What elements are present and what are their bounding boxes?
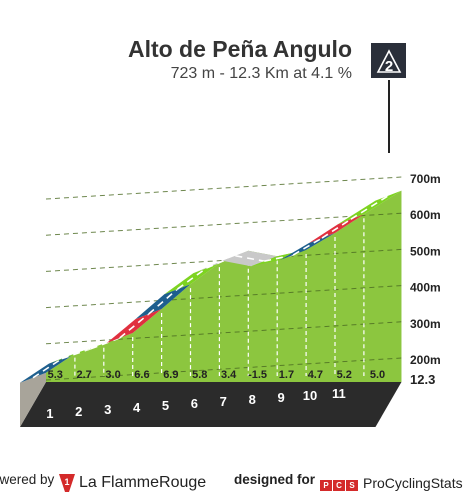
y-axis-label: 500m [410,244,441,258]
gradient-label: 3.0 [105,369,120,381]
gradient-label: 6.6 [134,369,149,381]
profile-side-face [20,372,46,427]
climb-title: Alto de Peña Angulo [127,36,352,62]
y-axis-label: 300m [410,317,441,331]
km-label: 6 [191,396,198,411]
profile-back-layer [20,190,402,427]
gradient-label: 1.7 [279,369,294,381]
km-label: 8 [249,392,256,407]
designed-for-text: designed for [234,472,316,487]
profile-base [20,382,402,427]
svg-text:1: 1 [64,477,69,487]
center-line [350,194,389,220]
gradient-strip [337,190,402,225]
climb-stats: 723 m - 12.3 Km at 4.1 % [170,65,352,82]
gradient-label: 5.8 [192,369,207,381]
gridlines [45,176,402,381]
category-number: 2 [385,58,393,75]
gradient-label: 3.4 [221,369,237,381]
gradient-label: 2.7 [77,369,92,381]
center-line [61,348,92,360]
pcs-letter-s: S [346,480,358,491]
gradient-label: 6.9 [163,369,178,381]
y-axis-label: 200m [410,353,441,367]
y-axis-label: 600m [410,208,441,222]
center-line [177,267,207,290]
center-line [321,218,352,239]
center-line [292,237,323,256]
km-label: 1 [46,406,53,421]
profile-area [46,190,402,382]
y-axis-label: 700m [410,172,441,186]
y-axis-label: 400m [410,281,441,295]
chart-labels: 5.3 2.7 3.0 6.6 6.9 5.8 3.4 -1.5 1.7 4.7 5.2 5.0 1 2 3… [46,172,440,421]
km-label: 2 [75,404,82,419]
km-label: 5 [162,398,169,413]
gradient-label: 5.2 [337,369,352,381]
pcs-letter-p: P [320,480,332,491]
gradient-label: 5.3 [48,369,63,381]
center-line [148,288,179,315]
gradient-label: -1.5 [248,369,267,381]
km-label: 11 [332,386,346,401]
gridline [45,176,402,200]
gradient-label: 5.0 [370,369,385,381]
km-label: 3 [104,402,111,417]
km-label: 10 [303,388,317,403]
profile-top-strips [20,190,402,383]
center-line [119,313,150,339]
km-label: 4 [133,400,141,415]
powered-by-text: owered by [0,472,55,487]
km-label: 9 [277,390,284,405]
gradient-label: 4.7 [308,369,323,381]
center-line [235,254,265,262]
category-badge: 2 [371,43,406,153]
flamme-rouge-logo[interactable]: 1 La FlammeRouge [59,472,206,494]
pcs-letter-c: C [333,480,345,491]
category-mountain-icon [376,49,402,73]
distance-end-label: 12.3 [410,372,435,387]
flamme-rouge-text: La FlammeRouge [79,474,207,491]
flamme-rouge-icon: 1 [59,474,75,492]
km-label: 7 [220,394,227,409]
procyclingstats-text: ProCyclingStats [363,475,463,491]
gradient-strip [135,284,191,320]
center-line [32,357,63,379]
